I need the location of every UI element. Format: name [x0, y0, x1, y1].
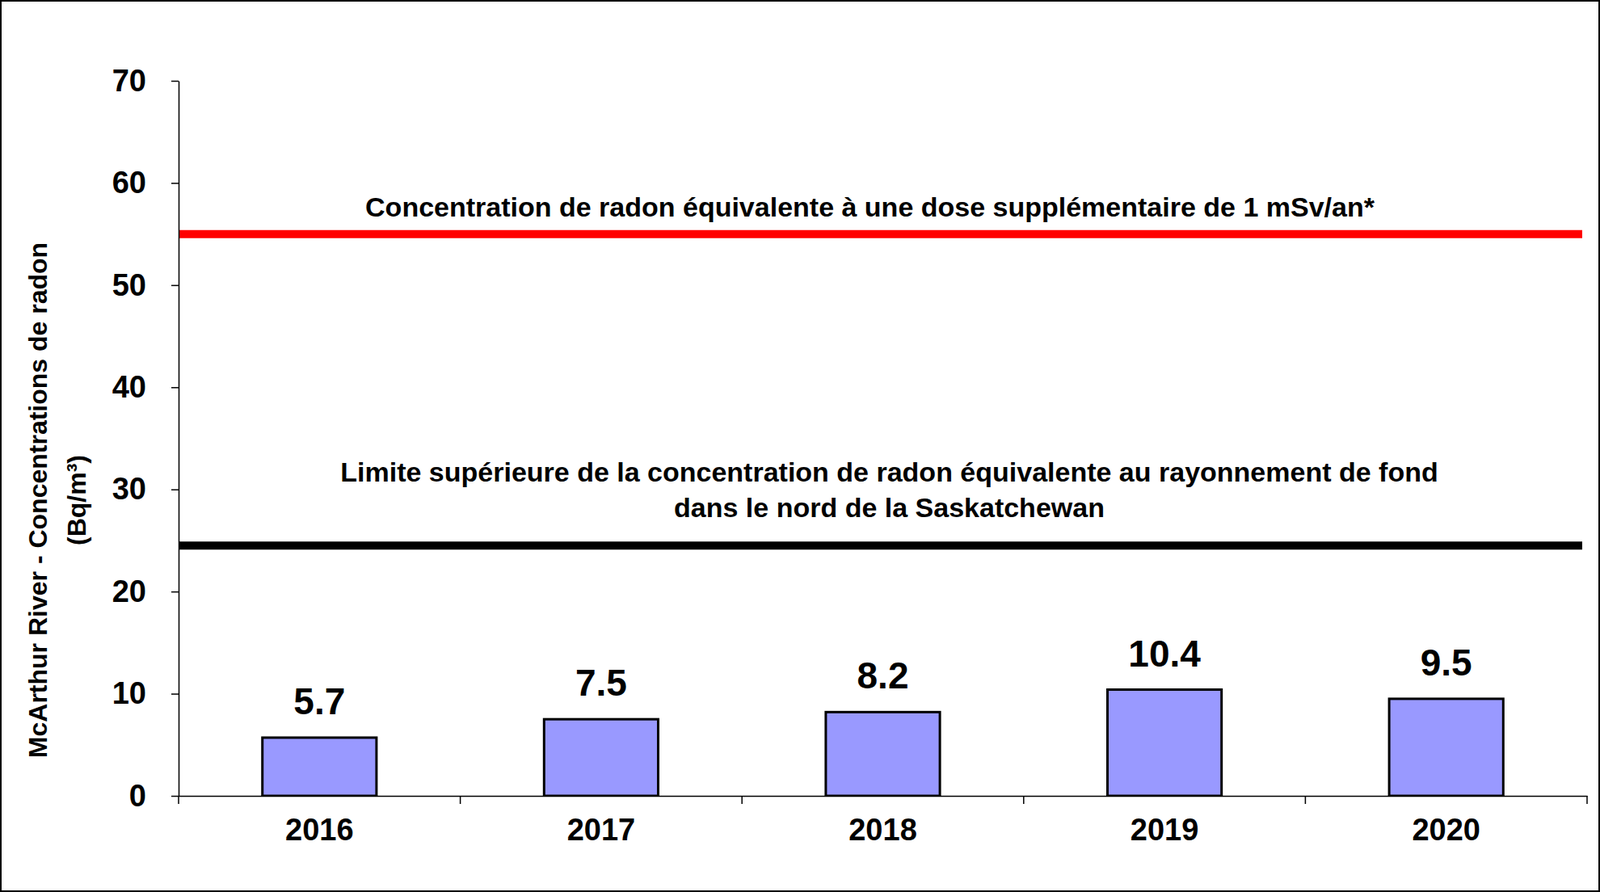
plot-area: [178, 234, 1583, 796]
annotation-text: dans le nord de la Saskatchewan: [673, 492, 1105, 523]
x-tick: 2020: [1411, 795, 1481, 847]
x-tick-label: 2019: [1130, 812, 1200, 847]
x-tick-label: 2017: [567, 812, 636, 847]
y-tick: 0: [129, 778, 179, 813]
y-tick-label: 50: [112, 268, 147, 303]
data-label: 5.7: [293, 680, 346, 723]
y-tick-label: 40: [112, 370, 147, 405]
y-tick-label: 10: [112, 676, 147, 711]
y-tick-mark: [171, 591, 179, 594]
x-axis-line: [179, 795, 1588, 798]
y-tick: 70: [112, 63, 179, 98]
frame: [0, 0, 1600, 892]
band-boundaries: [178, 795, 1588, 805]
band-boundary: [1586, 795, 1588, 805]
band-boundary: [177, 795, 180, 805]
band-boundary: [1305, 795, 1307, 805]
x-tick: 2019: [1130, 795, 1200, 847]
y-tick: 30: [112, 471, 179, 506]
y-tick: 40: [112, 370, 179, 405]
y-tick-mark: [171, 693, 179, 695]
y-tick: 60: [112, 165, 179, 200]
annotation-text: Concentration de radon équivalente à une…: [365, 191, 1376, 223]
y-tick-label: 0: [129, 778, 147, 813]
y-axis-title: McArthur River - Concentrations de radon: [23, 242, 53, 758]
bar: [825, 711, 940, 796]
band-boundary: [459, 795, 462, 805]
bar: [543, 719, 658, 796]
data-label: 10.4: [1128, 632, 1201, 675]
y-tick-mark: [171, 285, 179, 287]
x-tick-label: 2018: [848, 812, 918, 847]
y-tick: 50: [112, 268, 179, 303]
band-boundary: [741, 795, 743, 805]
reference-line: [178, 541, 1583, 550]
x-tick-label: 2020: [1411, 812, 1481, 847]
y-tick-mark: [171, 795, 179, 798]
y-tick-mark: [171, 80, 179, 83]
y-tick-mark: [171, 182, 179, 185]
y-tick-label: 30: [112, 471, 147, 506]
bar: [1389, 698, 1504, 796]
x-axis: 2016 2017 2018 2019 2020: [179, 795, 1588, 847]
y-tick-mark: [171, 387, 179, 389]
y-tick-label: 60: [112, 165, 147, 200]
x-tick-label: 2016: [285, 812, 354, 847]
x-tick: 2018: [848, 795, 918, 847]
x-tick: 2016: [285, 795, 354, 847]
band-boundary: [1023, 795, 1025, 805]
y-axis-line: [178, 81, 181, 797]
data-labels: 5.7 7.5 8.2 10.4 9.5: [293, 632, 1472, 723]
chart: Concentration de radon équivalente à une…: [0, 0, 1600, 892]
data-label: 9.5: [1420, 641, 1473, 684]
y-axis: 0 10 20 30 40 50 60 70: [112, 63, 180, 813]
y-tick-mark: [171, 488, 179, 491]
data-label: 7.5: [575, 661, 628, 704]
annotation-text: Limite supérieure de la concentration de…: [340, 456, 1438, 488]
y-tick-label: 70: [112, 63, 147, 98]
y-tick-label: 20: [112, 574, 147, 609]
bar: [1107, 690, 1222, 796]
y-tick: 20: [112, 574, 179, 609]
y-axis-title: (Bq/m³): [62, 454, 92, 546]
y-tick: 10: [112, 676, 179, 711]
data-label: 8.2: [857, 654, 910, 697]
x-tick: 2017: [567, 795, 636, 847]
reference-line: [178, 230, 1583, 239]
bar: [262, 737, 377, 796]
